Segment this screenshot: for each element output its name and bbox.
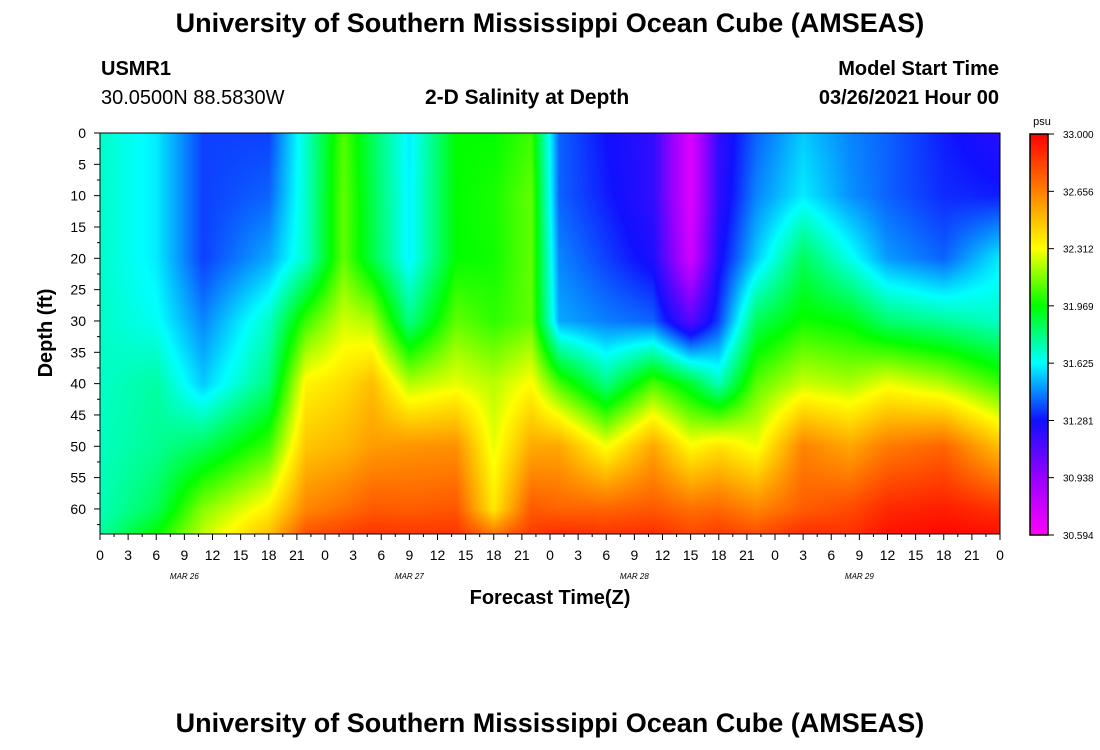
x-tick-label: 0 xyxy=(321,547,329,563)
colorbar-label: 32.312 xyxy=(1063,245,1094,256)
x-tick-label: 9 xyxy=(180,547,188,563)
plot-title: 2-D Salinity at Depth xyxy=(425,86,630,109)
colorbar xyxy=(1029,133,1049,536)
x-tick-label: 15 xyxy=(458,547,474,563)
x-tick-label: 0 xyxy=(996,547,1004,563)
colorbar-label: 31.281 xyxy=(1063,417,1094,428)
y-tick-label: 15 xyxy=(70,219,86,235)
x-tick-label: 3 xyxy=(799,547,807,563)
x-tick-label: 3 xyxy=(124,547,132,563)
salinity-heatmap xyxy=(100,133,1000,534)
colorbar-label: 31.625 xyxy=(1063,359,1094,370)
y-tick-label: 40 xyxy=(70,376,86,392)
y-tick-label: 55 xyxy=(70,470,86,486)
x-tick-label: 9 xyxy=(405,547,413,563)
x-tick-label: 0 xyxy=(546,547,554,563)
colorbar-label: 33.000 xyxy=(1063,130,1094,141)
heatmap-plot-area xyxy=(100,133,1000,534)
y-tick-label: 5 xyxy=(78,156,86,172)
y-tick-label: 50 xyxy=(70,438,86,454)
y-tick-label: 20 xyxy=(70,250,86,266)
x-tick-label: 12 xyxy=(655,547,671,563)
x-tick-label: 0 xyxy=(96,547,104,563)
x-tick-label: 21 xyxy=(289,547,305,563)
x-tick-label: 15 xyxy=(233,547,249,563)
page-title: University of Southern Mississippi Ocean… xyxy=(175,8,925,38)
x-tick-label: 9 xyxy=(630,547,638,563)
colorbar-unit: psu xyxy=(1033,116,1051,128)
y-tick-label: 45 xyxy=(70,407,86,423)
date-label: MAR 28 xyxy=(620,572,649,581)
page-footer-title: University of Southern Mississippi Ocean… xyxy=(175,708,925,738)
x-tick-label: 21 xyxy=(964,547,980,563)
y-tick-label: 35 xyxy=(70,344,86,360)
x-tick-label: 0 xyxy=(771,547,779,563)
y-tick-label: 30 xyxy=(70,313,86,329)
x-tick-label: 18 xyxy=(936,547,952,563)
x-tick-label: 3 xyxy=(574,547,582,563)
x-tick-label: 12 xyxy=(430,547,446,563)
x-tick-label: 9 xyxy=(855,547,863,563)
x-tick-label: 21 xyxy=(514,547,530,563)
x-tick-label: 6 xyxy=(377,547,385,563)
y-tick-label: 60 xyxy=(70,501,86,517)
model-start-value: 03/26/2021 Hour 00 xyxy=(818,87,999,109)
y-tick-label: 25 xyxy=(70,282,86,298)
colorbar-label: 31.969 xyxy=(1063,302,1094,313)
date-label: MAR 26 xyxy=(170,572,199,581)
x-tick-label: 15 xyxy=(908,547,924,563)
colorbar-label: 32.656 xyxy=(1063,187,1094,198)
x-tick-label: 12 xyxy=(880,547,896,563)
x-tick-label: 18 xyxy=(486,547,502,563)
x-tick-label: 3 xyxy=(349,547,357,563)
y-tick-label: 0 xyxy=(78,125,86,141)
x-tick-label: 21 xyxy=(739,547,755,563)
x-tick-label: 18 xyxy=(711,547,727,563)
colorbar-label: 30.594 xyxy=(1063,531,1094,542)
x-tick-label: 18 xyxy=(261,547,277,563)
date-label: MAR 29 xyxy=(845,572,874,581)
x-axis-label: Forecast Time(Z) xyxy=(470,587,631,609)
x-tick-label: 15 xyxy=(683,547,699,563)
station-coordinates: 30.0500N 88.5830W xyxy=(101,87,285,109)
x-tick-label: 6 xyxy=(152,547,160,563)
x-tick-label: 12 xyxy=(205,547,221,563)
colorbar-label: 30.938 xyxy=(1063,474,1094,485)
model-start-label: Model Start Time xyxy=(838,58,999,80)
x-tick-label: 6 xyxy=(827,547,835,563)
y-axis-label: Depth (ft) xyxy=(35,289,57,378)
station-id: USMR1 xyxy=(101,58,172,80)
x-tick-label: 6 xyxy=(602,547,610,563)
y-tick-label: 10 xyxy=(70,188,86,204)
date-label: MAR 27 xyxy=(395,572,424,581)
